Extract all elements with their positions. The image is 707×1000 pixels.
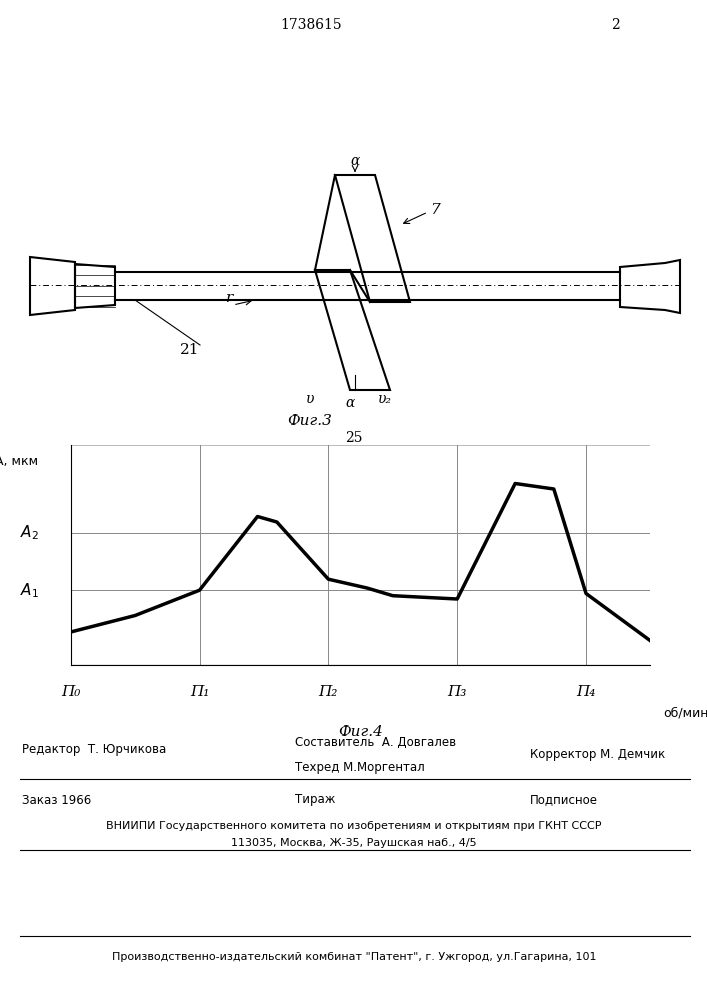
Text: 2: 2 — [611, 18, 619, 32]
Text: П₂: П₂ — [319, 685, 338, 699]
Text: 7: 7 — [430, 203, 440, 217]
Text: Производственно-издательский комбинат "Патент", г. Ужгород, ул.Гагарина, 101: Производственно-издательский комбинат "П… — [112, 952, 596, 962]
Text: П₄: П₄ — [576, 685, 596, 699]
Text: Тираж: Тираж — [295, 794, 335, 806]
Text: П₃: П₃ — [448, 685, 467, 699]
Text: Редактор  Т. Юрчикова: Редактор Т. Юрчикова — [22, 744, 166, 756]
Text: П₁: П₁ — [190, 685, 209, 699]
Text: 25: 25 — [345, 431, 363, 445]
Text: Корректор М. Демчик: Корректор М. Демчик — [530, 748, 665, 761]
Text: ВНИИПИ Государственного комитета по изобретениям и открытиям при ГКНТ СССР: ВНИИПИ Государственного комитета по изоб… — [106, 821, 602, 831]
Text: r: r — [226, 291, 233, 305]
Text: Составитель  А. Довгалев: Составитель А. Довгалев — [295, 736, 456, 749]
Text: $A_1$: $A_1$ — [20, 581, 38, 600]
Text: П₀: П₀ — [61, 685, 81, 699]
Text: 21: 21 — [180, 343, 200, 357]
Text: υ₂: υ₂ — [378, 392, 392, 406]
Text: Фиг.4: Фиг.4 — [338, 726, 383, 740]
Text: $A_2$: $A_2$ — [20, 524, 38, 542]
Text: 1738615: 1738615 — [280, 18, 342, 32]
Text: об/мин: об/мин — [663, 707, 707, 720]
Text: A, мкм: A, мкм — [0, 455, 38, 468]
Text: Заказ 1966: Заказ 1966 — [22, 794, 91, 806]
Text: Подписное: Подписное — [530, 794, 598, 806]
Text: α: α — [350, 154, 360, 168]
Text: Техред М.Моргентал: Техред М.Моргентал — [295, 761, 425, 774]
Text: υ: υ — [306, 392, 314, 406]
Text: α: α — [345, 396, 355, 410]
Text: 113035, Москва, Ж-35, Раушская наб., 4/5: 113035, Москва, Ж-35, Раушская наб., 4/5 — [231, 838, 477, 848]
Text: Фиг.3: Фиг.3 — [288, 414, 332, 428]
